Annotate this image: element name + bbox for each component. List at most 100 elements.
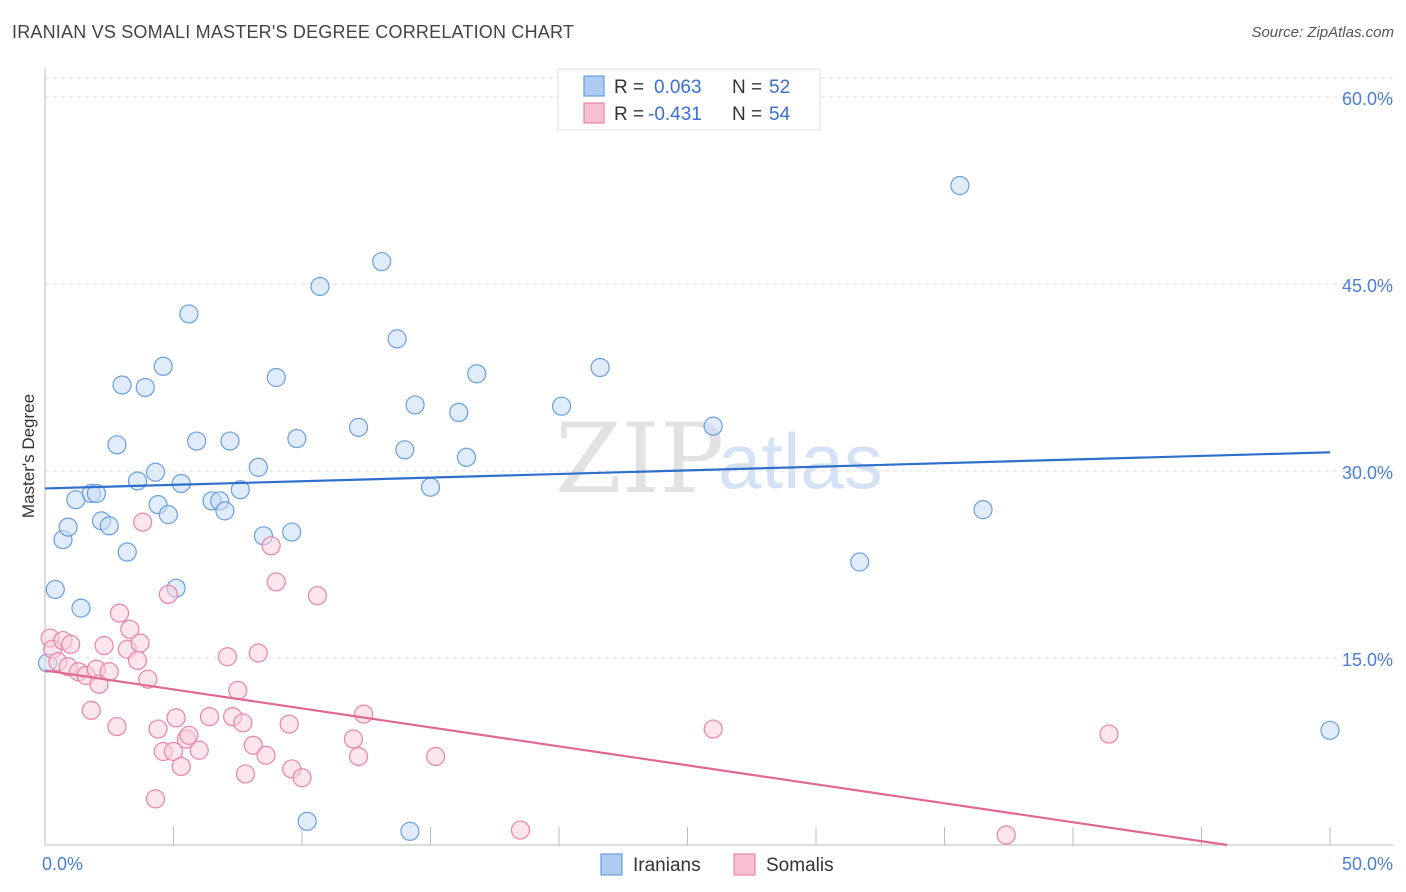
somalis-point (228, 680, 248, 701)
somalis-point (109, 603, 130, 623)
somalis-point (130, 633, 150, 653)
somalis-point (348, 746, 369, 767)
iranians-point (107, 435, 127, 455)
legend-label-iranians: Iranians (633, 855, 701, 876)
stats-n-label-somalis: N = (732, 104, 762, 125)
somalis-point (148, 719, 168, 739)
somalis-point (127, 650, 148, 671)
somalis-point (189, 740, 209, 760)
y-tick-labels: 15.0% 30.0% 45.0% 60.0% (1342, 89, 1393, 670)
iranians-point (287, 428, 307, 449)
iranians-point (456, 447, 477, 467)
iranians-point (850, 552, 870, 572)
somalis-point (133, 512, 153, 532)
watermark-zip: ZIP (555, 403, 724, 515)
iranians-point (950, 175, 970, 196)
somalis-point (703, 719, 723, 739)
iranians-point (973, 500, 993, 520)
stats-box: R = 0.063 N = 52 R = -0.431 N = 54 (557, 68, 821, 131)
stats-r-label-somalis: R = (614, 104, 644, 125)
iranians-point (45, 579, 65, 600)
iranians-trend-line (44, 451, 1331, 490)
somalis-point (1099, 724, 1119, 744)
iranians-point (187, 431, 207, 451)
somalis-point (510, 820, 531, 840)
somalis-point (179, 725, 199, 745)
somalis-trend-line (44, 669, 1228, 847)
iranians-point (127, 471, 148, 491)
stats-n-value-somalis: 54 (769, 104, 791, 125)
iranians-point (220, 431, 240, 451)
y-axis-label: Master's Degree (19, 394, 38, 518)
iranians-point (58, 517, 78, 537)
iranians-point (135, 377, 155, 398)
somalis-point (199, 706, 220, 727)
somalis-point (426, 746, 446, 767)
y-tick-label-2: 45.0% (1342, 276, 1393, 296)
data-points (37, 175, 1340, 845)
iranians-point (99, 516, 119, 536)
iranians-point (158, 505, 178, 525)
somalis-point (256, 745, 276, 765)
stats-swatch-iranians (583, 75, 605, 97)
somalis-point (94, 635, 114, 656)
trend-lines (44, 451, 1331, 847)
watermark: ZIP atlas (555, 403, 883, 515)
x-tick-label-max: 50.0% (1342, 854, 1393, 874)
watermark-atlas: atlas (718, 417, 883, 505)
source-credit: Source: ZipAtlas.com (1251, 24, 1394, 41)
somalis-point (243, 735, 263, 755)
somalis-point (248, 643, 268, 663)
iranians-point (348, 417, 369, 437)
somalis-point (996, 825, 1016, 845)
iranians-point (395, 440, 415, 460)
iranians-point (405, 395, 425, 415)
somalis-point (158, 584, 178, 605)
stats-n-value-iranians: 52 (769, 77, 790, 98)
somalis-point (235, 764, 256, 784)
somalis-point (171, 756, 191, 777)
somalis-point (292, 768, 312, 788)
somalis-point (307, 586, 328, 606)
somalis-point (138, 669, 158, 689)
stats-r-label-iranians: R = (614, 77, 644, 98)
somalis-point (61, 634, 81, 654)
somalis-point (279, 714, 299, 734)
iranians-point (400, 821, 420, 841)
iranians-point (449, 402, 469, 423)
stats-n-label-iranians: N = (732, 77, 762, 98)
iranians-point (387, 329, 407, 349)
iranians-point (179, 304, 199, 324)
somalis-point (166, 708, 186, 728)
iranians-point (310, 276, 330, 297)
iranians-point (551, 396, 572, 416)
gridlines (45, 77, 1393, 659)
somalis-point (81, 700, 101, 720)
iranians-point (71, 598, 91, 618)
legend-swatch-somalis (733, 853, 756, 876)
iranians-point (703, 416, 723, 436)
somalis-point (120, 619, 140, 639)
y-tick-label-0: 15.0% (1342, 650, 1393, 670)
somalis-point (163, 741, 184, 762)
iranians-point (112, 375, 132, 395)
iranians-point (297, 811, 317, 831)
iranians-point (145, 462, 166, 482)
legend-swatch-iranians (600, 853, 623, 876)
somalis-point (261, 536, 281, 556)
y-tick-label-1: 30.0% (1342, 463, 1393, 483)
legend-label-somalis: Somalis (766, 855, 834, 876)
iranians-point (266, 367, 286, 388)
legend: Iranians Somalis (600, 853, 834, 876)
iranians-point (420, 477, 441, 497)
somalis-point (217, 647, 238, 667)
iranians-point (590, 357, 610, 378)
somalis-point (145, 789, 166, 809)
iranians-point (117, 542, 137, 562)
iranians-point (372, 251, 392, 272)
stats-r-value-iranians: 0.063 (654, 77, 702, 98)
somalis-point (343, 729, 363, 749)
stats-swatch-somalis (583, 102, 605, 124)
iranians-point (230, 480, 250, 500)
